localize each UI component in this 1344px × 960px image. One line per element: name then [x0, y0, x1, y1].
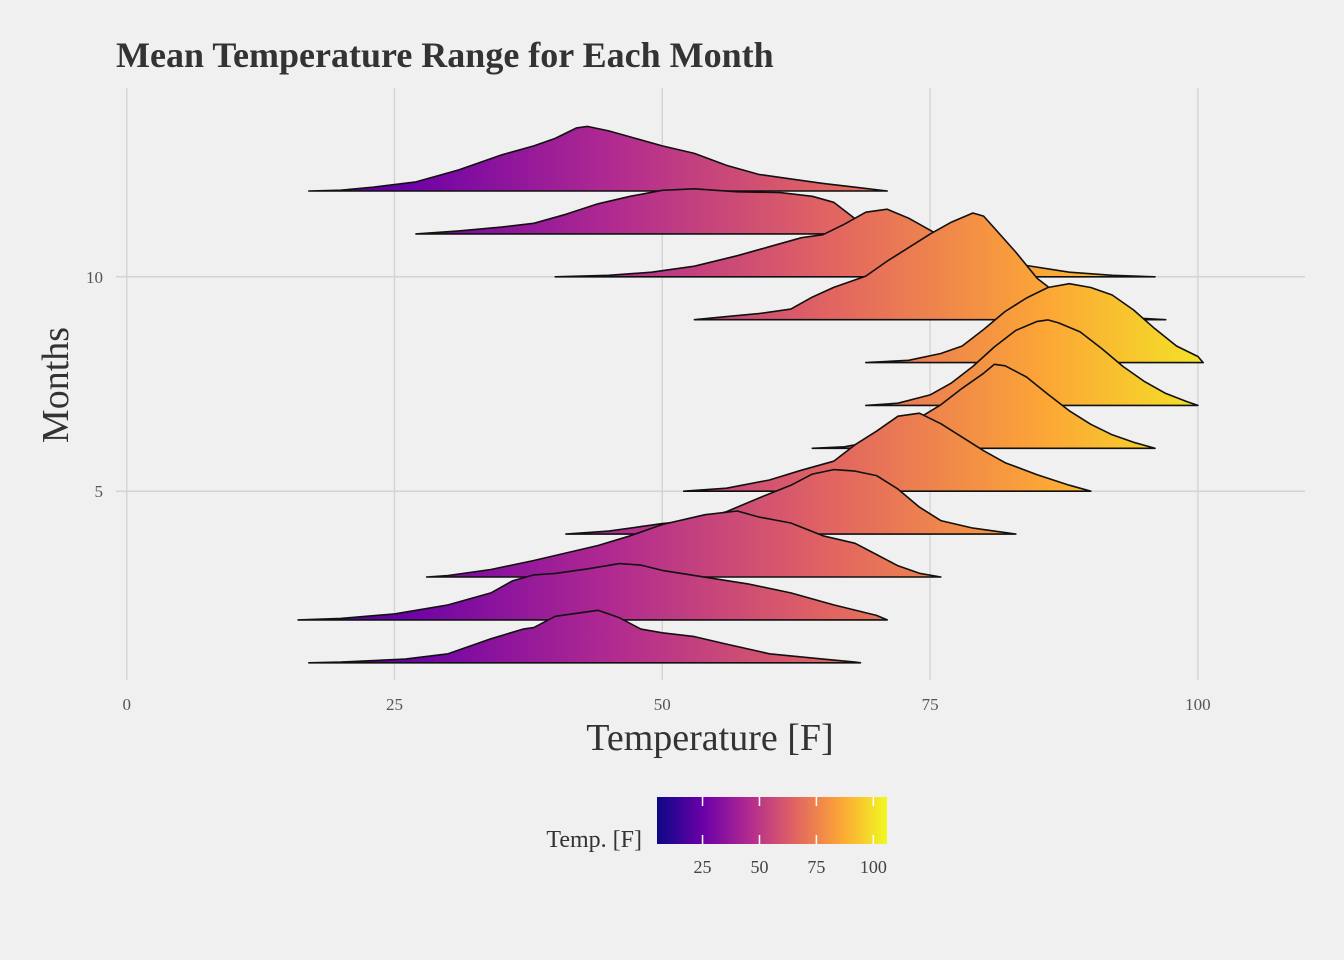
ridge-month-5 — [682, 412, 1092, 492]
ridge-month-7 — [865, 319, 1199, 407]
ridge-month-11 — [415, 188, 899, 235]
ridges — [297, 125, 1204, 664]
y-axis-ticks: 5 10 — [86, 268, 103, 501]
legend-tick-label: 50 — [750, 857, 768, 877]
x-tick-label: 0 — [122, 695, 131, 714]
ridge-month-3 — [425, 510, 942, 578]
y-tick-label: 5 — [95, 482, 104, 501]
ridge-month-12 — [308, 125, 888, 192]
ridge-month-4 — [565, 468, 1017, 535]
x-tick-label: 75 — [922, 695, 939, 714]
legend-title: Temp. [F] — [546, 827, 642, 853]
legend-tick-label: 75 — [807, 857, 825, 877]
chart-title: Mean Temperature Range for Each Month — [116, 35, 774, 75]
legend-ticks: 25 50 75 100 — [694, 797, 887, 877]
x-tick-label: 50 — [654, 695, 671, 714]
color-legend: Temp. [F] 25 50 75 100 — [546, 797, 887, 877]
legend-tick-label: 100 — [860, 857, 887, 877]
ridge-month-2 — [297, 562, 888, 621]
x-axis-title: Temperature [F] — [586, 717, 833, 759]
ridge-month-1 — [308, 609, 862, 664]
legend-tick-label: 25 — [694, 857, 712, 877]
x-tick-label: 100 — [1185, 695, 1211, 714]
y-tick-label: 10 — [86, 268, 103, 287]
x-axis-ticks: 0 25 50 75 100 — [122, 695, 1210, 714]
x-tick-label: 25 — [386, 695, 403, 714]
y-axis-title: Months — [35, 327, 77, 443]
legend-colorbar — [657, 797, 887, 844]
